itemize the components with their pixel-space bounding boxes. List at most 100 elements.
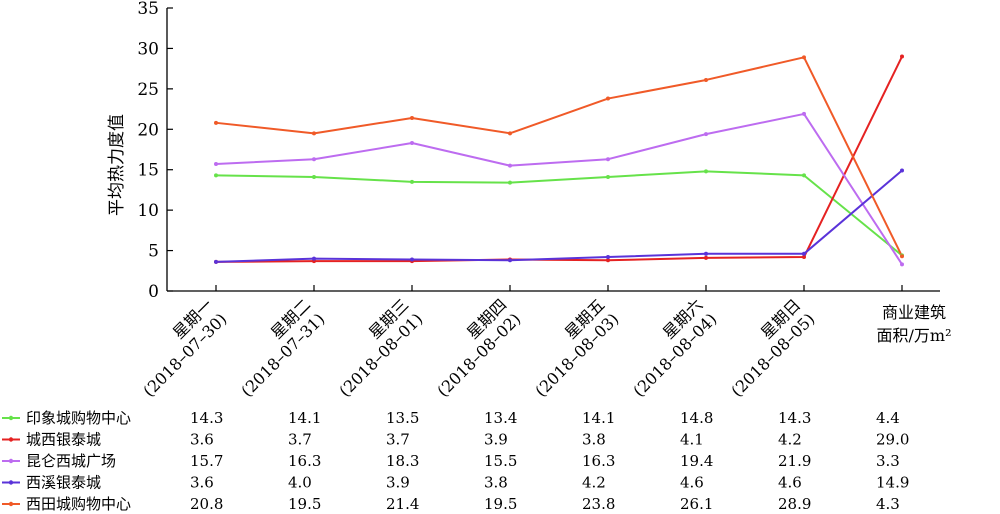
series-line: [215, 170, 903, 257]
series-line: [215, 56, 903, 263]
legend-series-name: 印象城购物中心: [26, 409, 131, 427]
data-point: [312, 157, 316, 162]
x-tick-label: 星期六(2018–08–04): [629, 295, 720, 400]
table-cell-value: 19.4: [680, 452, 713, 470]
x-tick-label: 星期四(2018–08–02): [433, 295, 524, 400]
table-cell-value: 26.1: [680, 495, 713, 513]
series-line: [215, 56, 903, 257]
x-tick-label: 星期五(2018–08–03): [531, 295, 622, 400]
legend-series-name: 西溪银泰城: [26, 474, 101, 492]
data-point: [214, 162, 218, 167]
x-tick-label-area-line2: 面积/万m²: [877, 326, 952, 345]
table-cell-value: 3.8: [582, 431, 606, 449]
data-point: [214, 173, 218, 178]
data-point: [900, 262, 904, 267]
table-cell-value: 13.4: [484, 409, 517, 427]
data-point: [508, 163, 512, 168]
table-cell-value: 4.2: [582, 474, 606, 492]
data-point: [704, 251, 708, 256]
table-cell-value: 19.5: [288, 495, 321, 513]
table-cell-value: 4.3: [876, 495, 900, 513]
legend-series-name: 昆仑西城广场: [26, 452, 116, 470]
table-cell-value: 3.3: [876, 452, 900, 470]
table-cell-value: 14.8: [680, 409, 713, 427]
data-point: [704, 77, 708, 82]
table-cell-value: 21.9: [778, 452, 811, 470]
data-point: [802, 251, 806, 256]
x-tick-label: 星期一(2018–07–30): [139, 295, 230, 400]
table-cell-value: 3.9: [484, 431, 508, 449]
data-point: [606, 258, 610, 263]
y-tick-label: 5: [148, 242, 159, 262]
table-cell-value: 3.8: [484, 474, 508, 492]
data-point: [214, 259, 218, 264]
legend-series-name: 西田城购物中心: [26, 495, 131, 513]
y-tick-label: 10: [137, 201, 159, 221]
x-axis-ticks: 星期一(2018–07–30) 星期二(2018–07–31) 星期三(2018–0…: [139, 285, 952, 401]
data-point: [312, 256, 316, 261]
data-point: [410, 257, 414, 262]
table-cell-value: 15.7: [190, 452, 223, 470]
table-cell-value: 4.4: [876, 409, 900, 427]
data-point: [802, 55, 806, 60]
data-point: [214, 120, 218, 125]
series-line: [215, 169, 903, 263]
table-cell-value: 19.5: [484, 495, 517, 513]
table-cell-value: 15.5: [484, 452, 517, 470]
y-tick-label: 30: [137, 39, 159, 59]
y-tick-label: 35: [137, 0, 159, 19]
data-point: [704, 132, 708, 137]
legend-swatch-point: [8, 501, 14, 507]
table-cell-value: 4.2: [778, 431, 802, 449]
x-tick-label: 星期三(2018–08–01): [335, 295, 426, 400]
table-cell-value: 3.6: [190, 431, 214, 449]
data-point: [410, 179, 414, 184]
table-row: 西田城购物中心 20.8 19.5 21.4 19.5 23.8 26.1 28.9 4.3: [2, 495, 900, 513]
x-tick-label: 星期二(2018–07–31): [237, 295, 328, 400]
data-point: [900, 168, 904, 173]
table-cell-value: 3.7: [386, 431, 410, 449]
data-point: [606, 255, 610, 260]
y-tick-label: 20: [137, 120, 159, 140]
table-cell-value: 13.5: [386, 409, 419, 427]
legend-swatch-point: [8, 480, 14, 485]
data-point: [900, 254, 904, 259]
data-point: [508, 131, 512, 136]
table-cell-value: 3.7: [288, 431, 312, 449]
legend-swatch-point: [8, 415, 14, 421]
data-point: [802, 173, 806, 178]
table-cell-value: 14.1: [288, 409, 321, 427]
data-point: [312, 131, 316, 136]
data-point: [900, 54, 904, 59]
x-tick-label: 星期日(2018–08–05): [727, 295, 818, 400]
data-point: [312, 174, 316, 179]
data-point: [704, 169, 708, 174]
table-row: 印象城购物中心 14.3 14.1 13.5 13.4 14.1 14.8 14.3 4.4: [2, 409, 900, 427]
y-tick-label: 25: [137, 80, 159, 100]
table-cell-value: 14.3: [190, 409, 223, 427]
data-point: [704, 255, 708, 260]
data-point: [802, 111, 806, 116]
data-point: [606, 174, 610, 179]
y-axis-title: 平均热力度值: [107, 114, 127, 216]
table-row: 西溪银泰城 3.6 4.0 3.9 3.8 4.2 4.6 4.6 14.9: [2, 474, 909, 492]
data-point: [410, 141, 414, 146]
table-cell-value: 20.8: [190, 495, 223, 513]
data-point: [606, 157, 610, 162]
data-point: [508, 180, 512, 185]
table-cell-value: 4.6: [778, 474, 802, 492]
legend-swatch-point: [8, 437, 14, 442]
table-cell-value: 4.1: [680, 431, 704, 449]
table-cell-value: 3.6: [190, 474, 214, 492]
chart-axes: [166, 8, 940, 292]
table-cell-value: 21.4: [386, 495, 419, 513]
data-point: [606, 96, 610, 101]
data-table: 印象城购物中心 14.3 14.1 13.5 13.4 14.1 14.8 14.3 4.4 城西…: [2, 409, 909, 513]
table-cell-value: 28.9: [778, 495, 811, 513]
table-cell-value: 14.1: [582, 409, 615, 427]
table-cell-value: 16.3: [582, 452, 615, 470]
table-cell-value: 18.3: [386, 452, 419, 470]
series-points: [214, 54, 904, 267]
y-tick-label: 0: [148, 282, 159, 302]
